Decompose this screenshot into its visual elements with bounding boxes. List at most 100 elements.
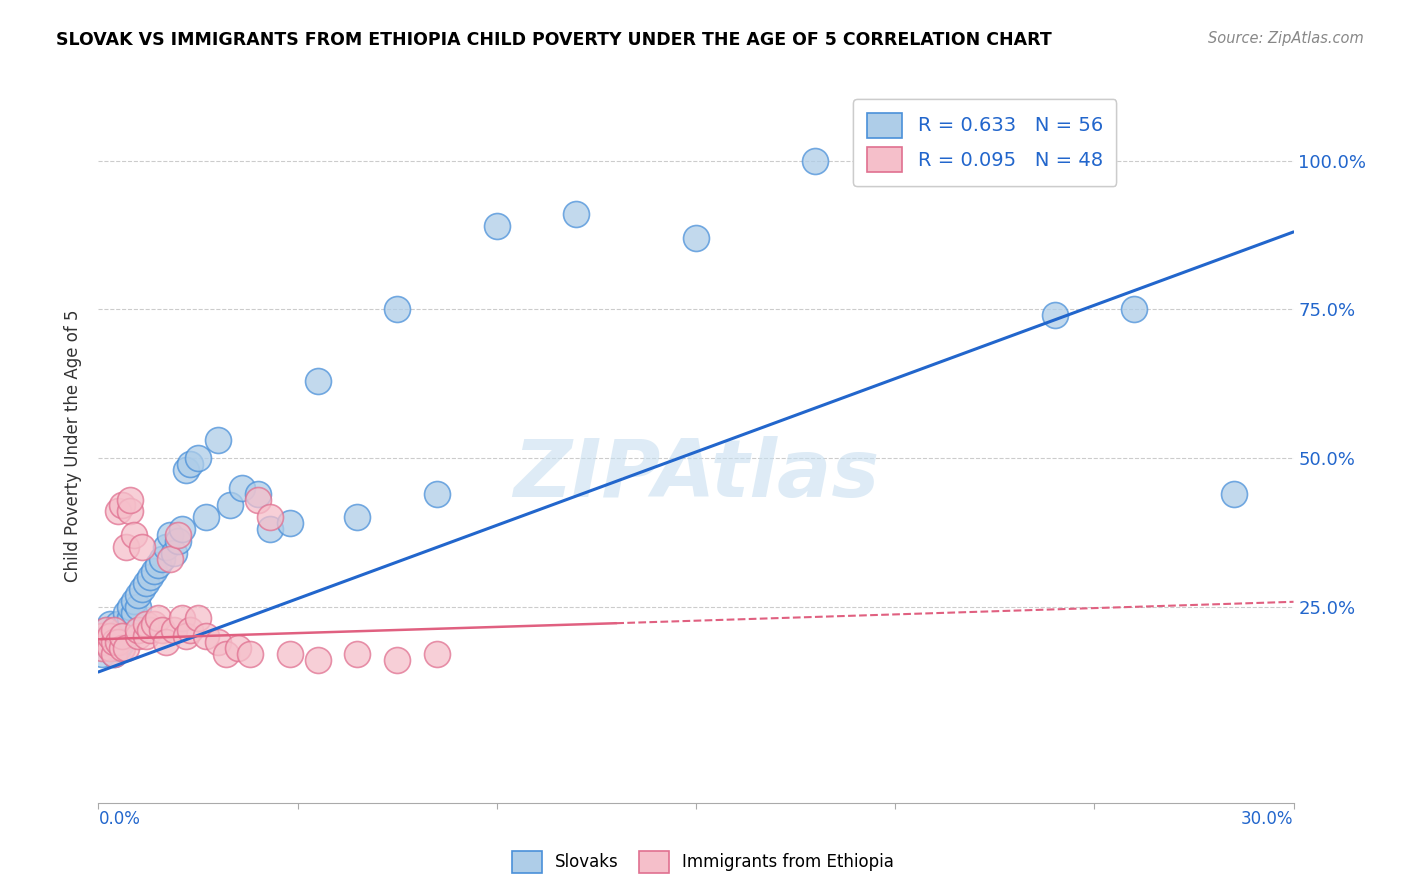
Legend: R = 0.633   N = 56, R = 0.095   N = 48: R = 0.633 N = 56, R = 0.095 N = 48 — [853, 99, 1116, 186]
Point — [174, 629, 197, 643]
Point — [143, 564, 166, 578]
Point — [115, 540, 138, 554]
Point — [195, 510, 218, 524]
Point — [111, 629, 134, 643]
Point — [207, 433, 229, 447]
Point — [139, 624, 162, 638]
Point — [135, 617, 157, 632]
Point — [259, 522, 281, 536]
Point — [239, 647, 262, 661]
Point — [91, 647, 114, 661]
Point — [120, 599, 142, 614]
Point — [685, 231, 707, 245]
Point — [111, 641, 134, 656]
Text: 0.0%: 0.0% — [98, 810, 141, 828]
Point — [111, 499, 134, 513]
Point — [127, 599, 149, 614]
Point — [426, 486, 449, 500]
Point — [179, 624, 201, 638]
Point — [100, 641, 122, 656]
Point — [120, 611, 142, 625]
Point — [167, 534, 190, 549]
Point — [187, 450, 209, 465]
Point — [135, 629, 157, 643]
Point — [307, 653, 329, 667]
Point — [120, 504, 142, 518]
Point — [174, 463, 197, 477]
Point — [485, 219, 508, 233]
Point — [215, 647, 238, 661]
Point — [100, 629, 122, 643]
Point — [103, 624, 125, 638]
Point — [278, 516, 301, 531]
Point — [111, 624, 134, 638]
Point — [1123, 302, 1146, 317]
Point — [155, 635, 177, 649]
Point — [1043, 308, 1066, 322]
Point — [246, 492, 269, 507]
Point — [179, 457, 201, 471]
Point — [139, 570, 162, 584]
Point — [804, 153, 827, 168]
Text: 30.0%: 30.0% — [1241, 810, 1294, 828]
Point — [163, 624, 186, 638]
Point — [219, 499, 242, 513]
Point — [385, 653, 409, 667]
Text: ZIPAtlas: ZIPAtlas — [513, 435, 879, 514]
Point — [172, 522, 194, 536]
Point — [96, 624, 118, 638]
Point — [278, 647, 301, 661]
Point — [107, 641, 129, 656]
Point — [103, 635, 125, 649]
Point — [172, 611, 194, 625]
Point — [135, 575, 157, 590]
Point — [127, 588, 149, 602]
Point — [346, 647, 368, 661]
Point — [187, 611, 209, 625]
Point — [107, 629, 129, 643]
Point — [207, 635, 229, 649]
Point — [120, 492, 142, 507]
Point — [143, 617, 166, 632]
Point — [107, 617, 129, 632]
Point — [115, 629, 138, 643]
Point — [924, 153, 946, 168]
Point — [231, 481, 253, 495]
Point — [150, 624, 173, 638]
Point — [124, 606, 146, 620]
Text: SLOVAK VS IMMIGRANTS FROM ETHIOPIA CHILD POVERTY UNDER THE AGE OF 5 CORRELATION : SLOVAK VS IMMIGRANTS FROM ETHIOPIA CHILD… — [56, 31, 1052, 49]
Point — [259, 510, 281, 524]
Point — [115, 617, 138, 632]
Point — [307, 374, 329, 388]
Point — [167, 528, 190, 542]
Point — [163, 546, 186, 560]
Point — [346, 510, 368, 524]
Point — [107, 504, 129, 518]
Point — [426, 647, 449, 661]
Point — [103, 647, 125, 661]
Point — [91, 629, 114, 643]
Point — [131, 582, 153, 596]
Point — [159, 528, 181, 542]
Point — [111, 635, 134, 649]
Point — [150, 552, 173, 566]
Point — [103, 635, 125, 649]
Point — [91, 641, 114, 656]
Point — [124, 528, 146, 542]
Point — [1222, 486, 1246, 500]
Point — [124, 593, 146, 607]
Point — [159, 552, 181, 566]
Point — [115, 606, 138, 620]
Point — [565, 207, 588, 221]
Point — [226, 641, 249, 656]
Point — [103, 647, 125, 661]
Point — [127, 629, 149, 643]
Point — [195, 629, 218, 643]
Point — [103, 624, 125, 638]
Point — [96, 624, 118, 638]
Point — [131, 540, 153, 554]
Point — [107, 635, 129, 649]
Point — [100, 641, 122, 656]
Text: Source: ZipAtlas.com: Source: ZipAtlas.com — [1208, 31, 1364, 46]
Point — [155, 540, 177, 554]
